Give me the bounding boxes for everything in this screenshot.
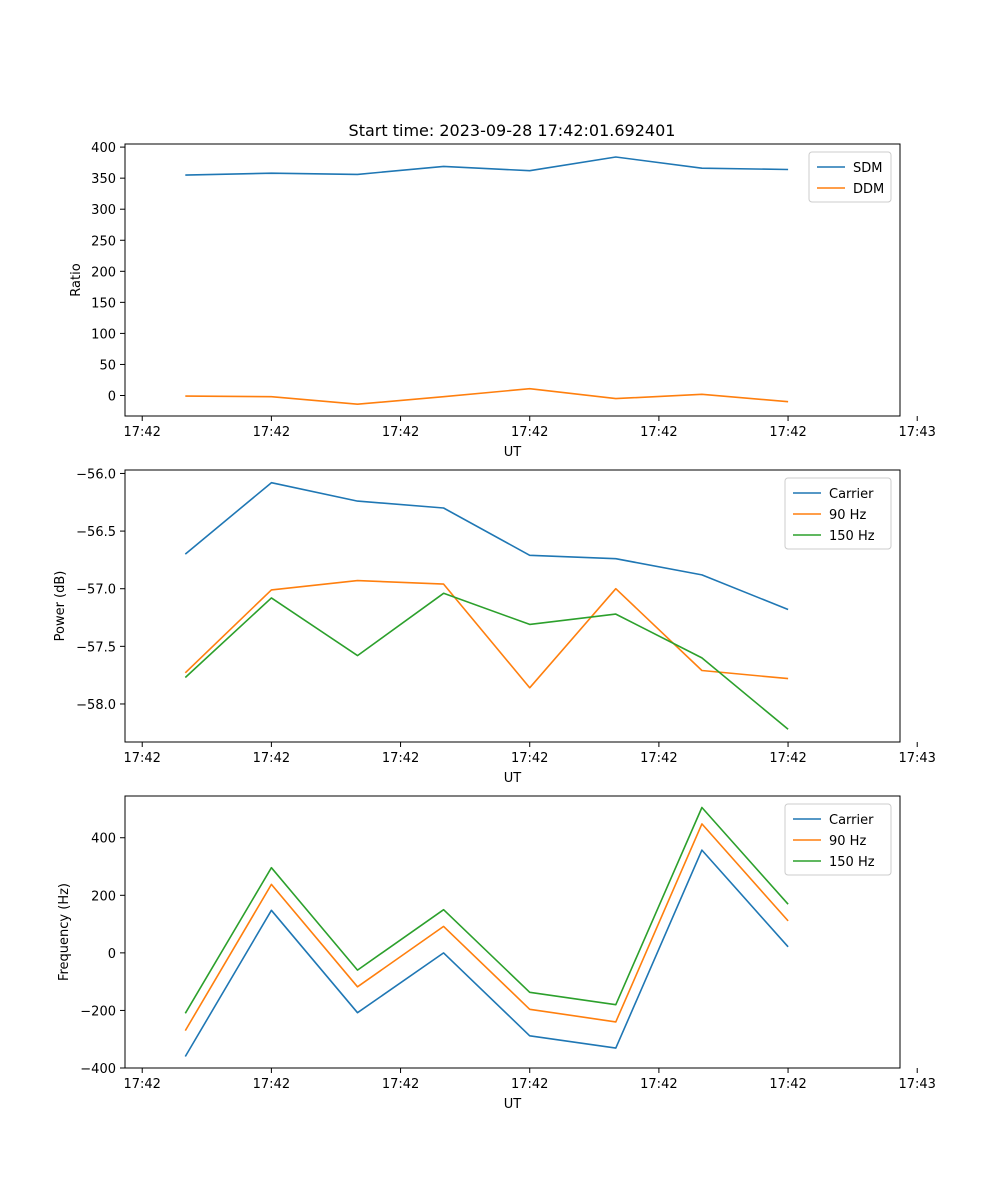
power-legend: Carrier 90 Hz 150 Hz [784, 477, 892, 550]
frequency-x-tick-label: 17:42 [511, 1077, 548, 1092]
frequency-x-axis-label: UT [504, 1097, 522, 1112]
frequency-legend-label: 90 Hz [829, 834, 866, 849]
frequency-legend-label: Carrier [829, 813, 874, 828]
power-x-tick-label: 17:42 [123, 751, 160, 766]
power-x-tick-label: 17:42 [769, 751, 806, 766]
ratio-y-tick-label: 100 [91, 327, 116, 342]
frequency-y-tick-label: −400 [80, 1062, 116, 1077]
ratio-y-tick-label: 250 [91, 234, 116, 249]
power-x-tick-label: 17:43 [898, 751, 935, 766]
power-legend-box [784, 477, 892, 550]
power-series-carrier [184, 481, 789, 611]
ratio-y-tick-label: 150 [91, 296, 116, 311]
frequency-series-150-hz [184, 806, 789, 1014]
ratio-x-tick-label: 17:42 [123, 425, 160, 440]
ratio-y-axis-label: Ratio [69, 263, 84, 296]
ratio-x-tick-label: 17:42 [769, 425, 806, 440]
frequency-x-tick-label: 17:42 [382, 1077, 419, 1092]
ratio-legend-label: DDM [853, 182, 884, 197]
ratio-y-tick-label: 300 [91, 203, 116, 218]
ratio-x-tick-label: 17:42 [511, 425, 548, 440]
frequency-y-tick-label: 200 [91, 889, 116, 904]
ratio-legend-box [808, 151, 892, 203]
power-x-tick-label: 17:42 [511, 751, 548, 766]
ratio-legend-label: SDM [853, 161, 882, 176]
ratio-y-tick-label: 350 [91, 172, 116, 187]
power-y-tick-label: −57.0 [76, 583, 116, 598]
power-x-axis-label: UT [504, 771, 522, 786]
ratio-series-ddm [185, 387, 789, 406]
power-y-axis-label: Power (dB) [53, 571, 68, 642]
frequency-y-tick-label: −200 [80, 1004, 116, 1019]
ratio-legend: SDM DDM [808, 151, 892, 203]
ratio-x-axis-label: UT [504, 445, 522, 460]
frequency-x-tick-label: 17:42 [769, 1077, 806, 1092]
ratio-series-sdm [185, 156, 789, 176]
frequency-legend-box [784, 803, 892, 876]
power-legend-label: Carrier [829, 487, 874, 502]
ratio-y-tick-label: 50 [99, 358, 116, 373]
ratio-x-tick-label: 17:42 [382, 425, 419, 440]
frequency-series-90-hz [184, 823, 789, 1032]
frequency-panel: 17:42 17:42 17:42 17:42 17:42 17:42 17:43 400 20… [57, 795, 936, 1112]
power-panel: 17:42 17:42 17:42 17:42 17:42 17:42 17:43 −56.0… [53, 467, 936, 786]
frequency-x-tick-label: 17:42 [640, 1077, 677, 1092]
power-series-150-hz [184, 592, 789, 730]
power-y-tick-label: −56.5 [76, 525, 116, 540]
ratio-y-tick-label: 0 [108, 390, 116, 405]
ratio-x-tick-label: 17:42 [640, 425, 677, 440]
power-legend-label: 150 Hz [829, 529, 875, 544]
frequency-legend: Carrier 90 Hz 150 Hz [784, 803, 892, 876]
power-series-90-hz [184, 579, 789, 689]
frequency-y-tick-label: 0 [108, 947, 116, 962]
power-y-tick-label: −58.0 [76, 698, 116, 713]
frequency-plot-frame [124, 795, 901, 1069]
ratio-x-tick-label: 17:42 [253, 425, 290, 440]
frequency-x-tick-label: 17:42 [253, 1077, 290, 1092]
power-y-tick-label: −57.5 [76, 640, 116, 655]
frequency-x-tick-label: 17:43 [898, 1077, 935, 1092]
frequency-x-tick-label: 17:42 [123, 1077, 160, 1092]
power-x-tick-label: 17:42 [640, 751, 677, 766]
chart-title: Start time: 2023-09-28 17:42:01.692401 [349, 121, 676, 140]
power-x-tick-label: 17:42 [382, 751, 419, 766]
power-legend-label: 90 Hz [829, 508, 866, 523]
frequency-y-tick-label: 400 [91, 832, 116, 847]
ratio-y-tick-label: 200 [91, 265, 116, 280]
power-plot-frame [124, 469, 901, 743]
ratio-plot-frame [124, 143, 901, 417]
frequency-series-carrier [184, 849, 789, 1057]
power-y-tick-label: −56.0 [76, 467, 116, 482]
frequency-legend-label: 150 Hz [829, 855, 875, 870]
ratio-x-tick-label: 17:43 [898, 425, 935, 440]
frequency-y-axis-label: Frequency (Hz) [57, 883, 72, 981]
power-x-tick-label: 17:42 [253, 751, 290, 766]
ratio-y-tick-label: 400 [91, 141, 116, 156]
ratio-panel: 17:42 17:42 17:42 17:42 17:42 17:42 17:43 0 50 10… [69, 141, 936, 460]
